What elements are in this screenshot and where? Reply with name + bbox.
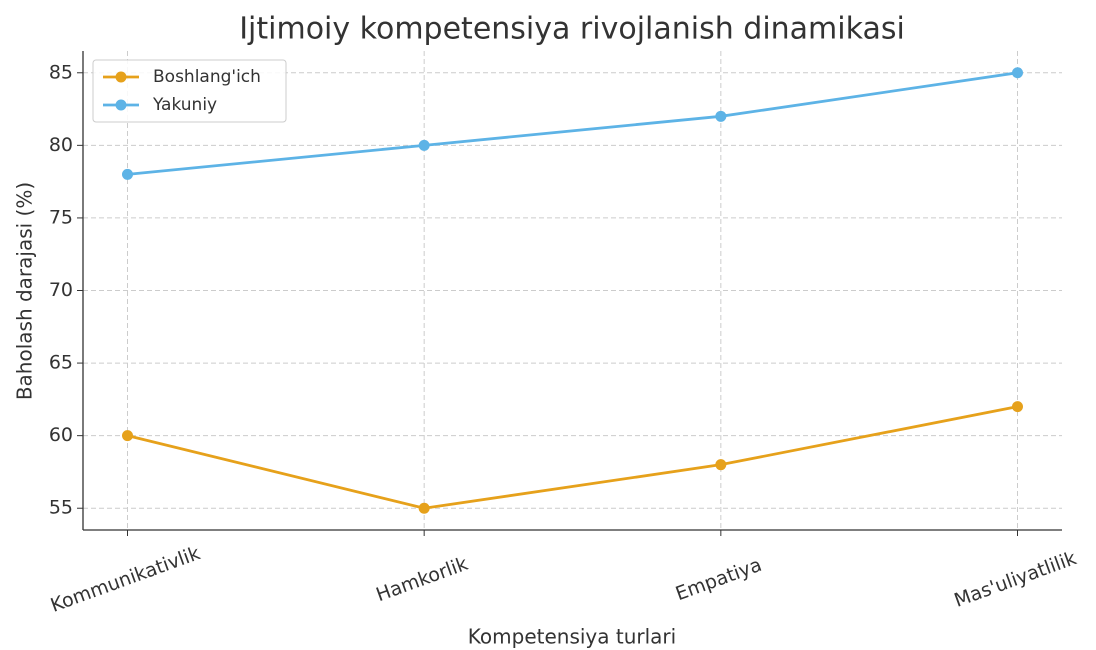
point (418, 502, 430, 514)
point (418, 139, 430, 151)
legend-marker (115, 71, 127, 83)
y-tick-label: 75 (49, 206, 73, 228)
y-axis-label: Baholash darajasi (%) (13, 182, 37, 400)
point (122, 168, 133, 180)
y-tick-label: 70 (49, 279, 73, 301)
legend: Boshlang'ich Yakuniy (92, 59, 287, 123)
x-tick-label: Hamkorlik (373, 553, 471, 606)
y-tick-label: 85 (49, 61, 73, 83)
legend-label: Boshlang'ich (153, 67, 261, 87)
x-tick-label: Kommunikativlik (48, 542, 203, 616)
x-tick-label: Empatiya (673, 554, 765, 605)
chart-title: Ijtimoiy kompetensiya rivojlanish dinami… (239, 12, 905, 47)
x-tick-label: Mas'uliyatlilik (951, 547, 1079, 612)
y-tick-label: 55 (49, 497, 73, 519)
y-tick-label: 80 (49, 134, 73, 156)
x-axis-label: Kompetensiya turlari (468, 625, 676, 649)
series-line (127, 71, 1018, 176)
point (715, 459, 727, 471)
point (122, 430, 133, 442)
y-tick-label: 60 (49, 424, 73, 446)
point (715, 110, 727, 122)
series-line (127, 405, 1018, 510)
y-tick-label: 65 (49, 352, 73, 374)
point (1012, 67, 1023, 79)
legend-box (92, 59, 287, 123)
legend-label: Yakuniy (152, 95, 217, 115)
legend-marker (115, 99, 127, 111)
point (1012, 401, 1023, 413)
